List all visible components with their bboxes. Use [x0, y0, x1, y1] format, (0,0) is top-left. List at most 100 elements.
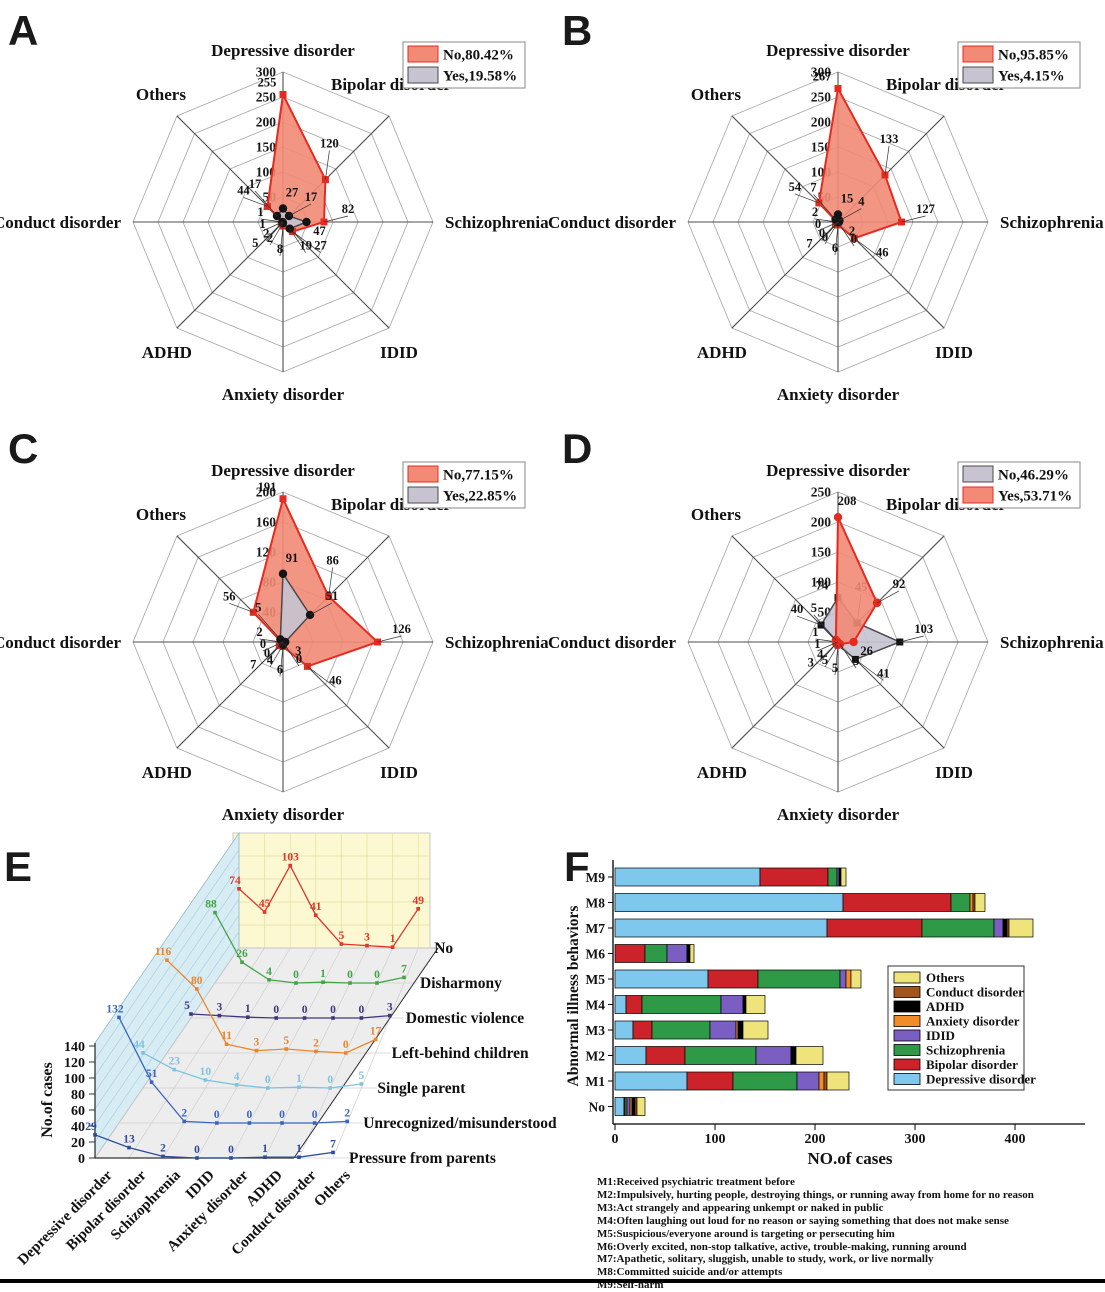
radar-value-label: 56	[223, 589, 236, 603]
label-leader-line	[269, 222, 284, 246]
label-leader-line	[854, 237, 883, 260]
radar-axis-label: Conduct disorder	[548, 633, 676, 652]
radar-value-label: 255	[258, 76, 277, 90]
f-xtick-label: 200	[805, 1132, 826, 1147]
f-bar-segment	[614, 1071, 688, 1091]
radar-axis-label: Others	[691, 505, 741, 524]
radar-value-label: 2	[256, 625, 262, 639]
label-leader-line	[289, 228, 307, 253]
e-value-label: 80	[191, 975, 203, 987]
legend-swatch	[407, 486, 439, 504]
e-value-label: 1	[262, 1143, 268, 1155]
e-value-label: 44	[133, 1039, 145, 1051]
radar-marker	[833, 513, 843, 522]
radar-tick-label: 200	[256, 485, 277, 500]
e-series-label: Pressure from parents	[349, 1150, 496, 1167]
f-bar-segment	[745, 995, 766, 1014]
e-value-label: 45	[259, 898, 271, 910]
e-value-label: 3	[387, 1002, 393, 1014]
f-legend-label: ADHD	[926, 999, 964, 1014]
e-value-label: 11	[221, 1030, 232, 1042]
e-series-line	[190, 1013, 390, 1019]
e-value-label: 1	[320, 968, 326, 980]
radar-series-no	[817, 85, 903, 240]
radar-axis-label: Schizophrenia	[1000, 633, 1104, 652]
e-value-label: 0	[330, 1004, 336, 1016]
footnote-line-m1: M1:Received psychiatric treatment before	[597, 1176, 795, 1188]
e-value-label: 116	[155, 946, 172, 958]
radar-value-label: 4	[817, 648, 824, 662]
radar-value-label: 0	[260, 637, 266, 651]
e-value-label: 5	[339, 930, 345, 942]
radar-value-label: 54	[789, 180, 802, 194]
radar-value-label: 3	[808, 655, 814, 669]
radar-value-label: 46	[876, 245, 889, 259]
label-leader-line	[855, 659, 884, 681]
radar-axis-label: ADHD	[697, 763, 747, 782]
radar-tick-label: 300	[811, 65, 832, 80]
panel-f-letter: F	[564, 843, 590, 890]
label-leader-line	[262, 641, 284, 652]
e-value-label: 0	[327, 1074, 333, 1086]
radar-axis-label: Anxiety disorder	[222, 385, 345, 404]
radar-axis-label: Schizophrenia	[445, 213, 549, 232]
label-leader-line	[229, 602, 254, 613]
f-bar-segment	[645, 1046, 686, 1065]
f-row-label-m5: M5	[586, 972, 606, 987]
e-value-label: 0	[347, 969, 353, 981]
f-bar-segment	[839, 969, 847, 989]
e-ylabel: No.of cases	[39, 1062, 56, 1138]
radar-panel-A: 30025020015010050Depressive disorderBipo…	[0, 41, 549, 404]
f-bar-segment	[921, 918, 995, 938]
label-leader-line	[262, 221, 283, 232]
radar-tick-label: 150	[256, 140, 277, 155]
f-bar-segment	[684, 1046, 757, 1065]
f-bar-segment	[1008, 918, 1034, 938]
radar-value-label: 267	[813, 70, 832, 84]
f-bar-segment	[850, 969, 862, 989]
legend-swatch	[962, 465, 994, 483]
f-bar-segment	[614, 944, 646, 963]
label-leader-line	[325, 150, 330, 180]
radar-value-label: 2	[849, 224, 855, 238]
radar-value-label: 127	[916, 202, 935, 216]
e-value-label: 0	[194, 1144, 200, 1156]
radar-tick-label: 250	[811, 485, 832, 500]
e-value-label: 5	[184, 1000, 190, 1012]
radar-value-label: 133	[880, 132, 899, 146]
label-leader-line	[243, 197, 268, 207]
radar-legend-D: No,46.29% Yes,53.71%	[957, 461, 1081, 509]
f-bar-segment	[823, 1071, 828, 1091]
radar-axis-label: Others	[136, 85, 186, 104]
radar-axis-label: Others	[691, 85, 741, 104]
e-value-label: 4	[266, 966, 272, 978]
radar-marker	[834, 85, 842, 92]
radar-value-label: 17	[305, 190, 318, 204]
radar-value-label: 1	[257, 205, 263, 219]
radar-value-label: 5	[811, 601, 817, 615]
f-bar-segment	[707, 969, 759, 989]
radar-value-label: 120	[320, 137, 339, 151]
radar-axis-label: Anxiety disorder	[222, 805, 345, 824]
e-value-label: 0	[359, 1004, 365, 1016]
f-legend-swatch	[893, 1044, 921, 1056]
e-series-line	[142, 1052, 362, 1089]
f-bar-segment	[614, 1020, 634, 1040]
e-value-label: 29	[85, 1121, 97, 1133]
f-bar-segment	[626, 1097, 631, 1116]
f-bar-segment	[614, 867, 761, 887]
e-series-line	[94, 1134, 334, 1159]
panel-e-letter: E	[4, 843, 33, 890]
e-value-label: 0	[343, 1039, 349, 1051]
footnote-line-m4: M4:Often laughing out loud for no reason…	[597, 1214, 1009, 1227]
f-legend-swatch	[893, 986, 921, 998]
radar-value-label: 86	[326, 553, 339, 567]
e-ytick-label: 140	[64, 1040, 85, 1055]
radar-value-label: 4	[267, 653, 274, 667]
f-xlabel: NO.of cases	[808, 1149, 893, 1168]
f-bar-segment	[826, 918, 923, 938]
label-leader-line	[266, 222, 283, 241]
radar-value-label: 8	[277, 242, 283, 256]
f-bar-segment	[757, 969, 841, 989]
